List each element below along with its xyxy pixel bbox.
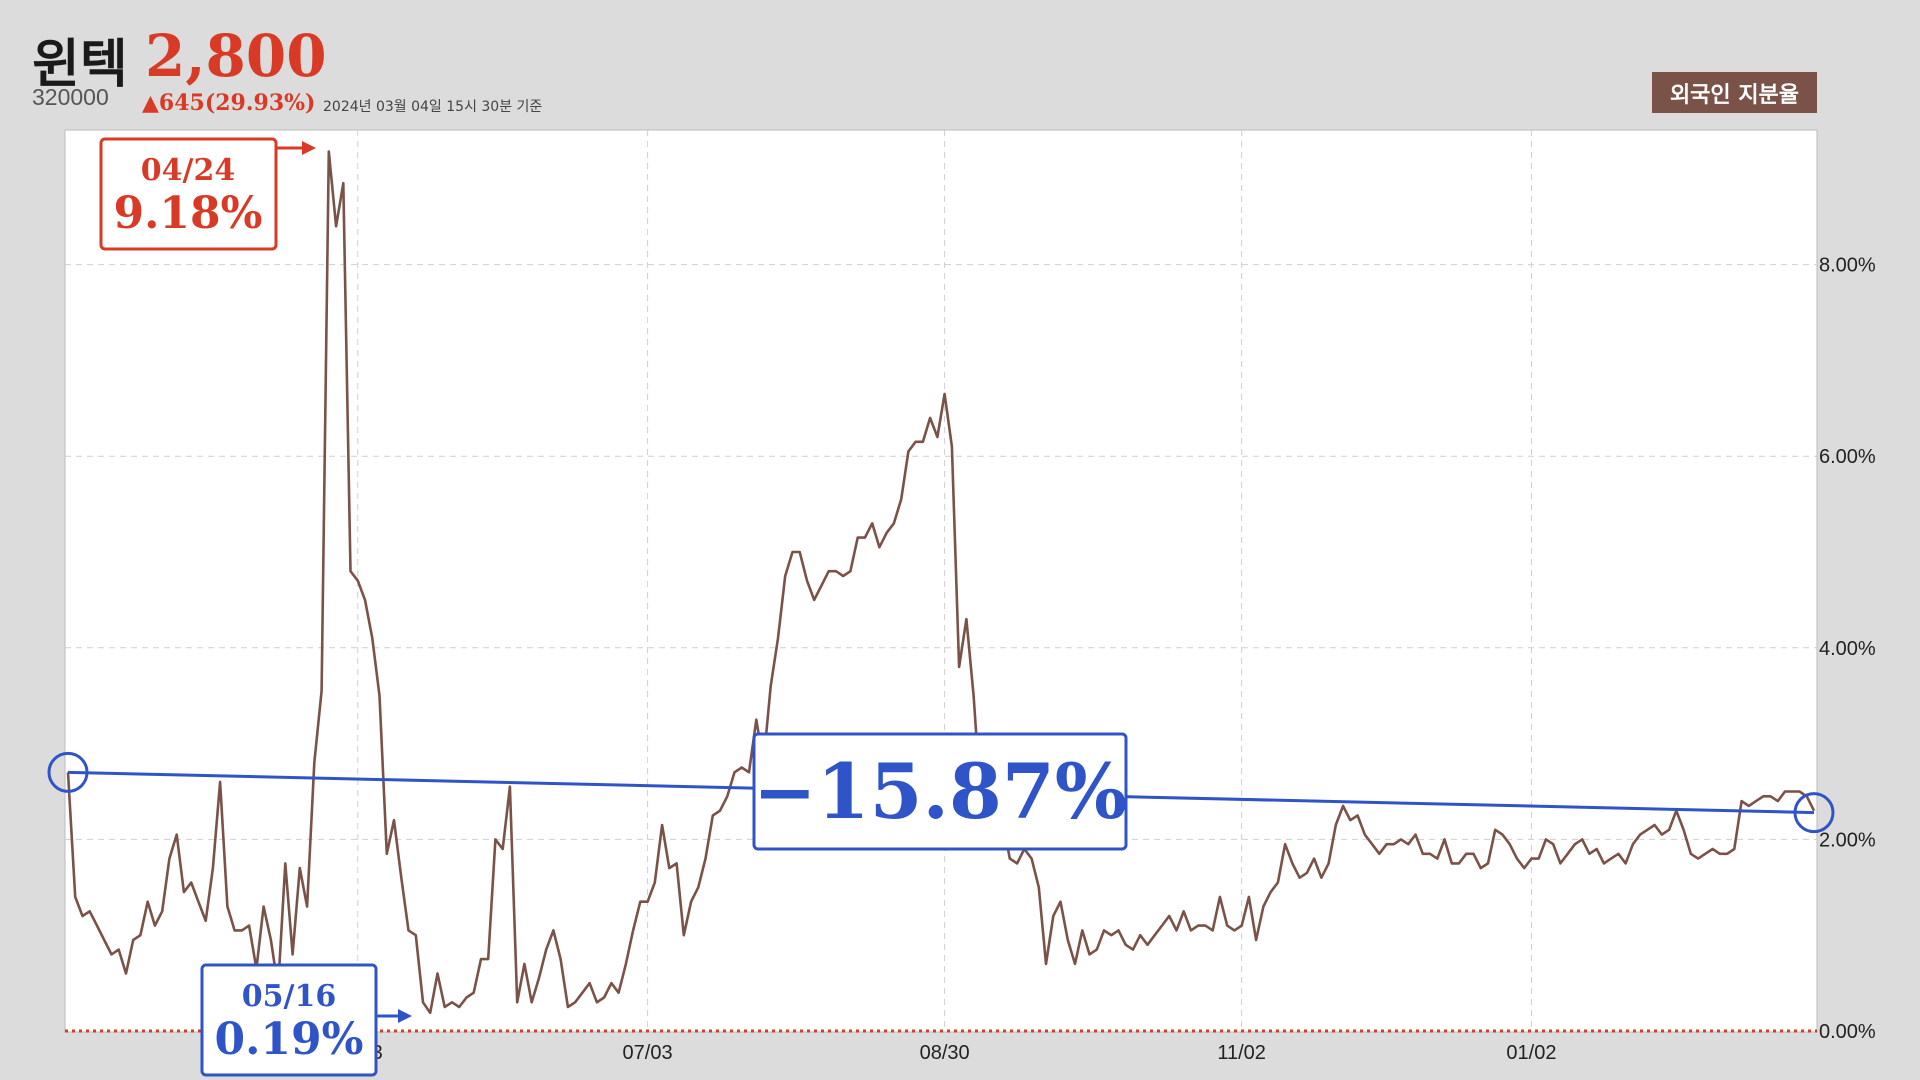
- x-tick-label: 11/02: [1217, 1042, 1266, 1064]
- ownership-series-line: [66, 150, 1816, 1015]
- max-callout: 04/24 9.18%: [99, 137, 316, 251]
- stock-code: 320000: [32, 84, 109, 110]
- min-date: 05/16: [242, 979, 336, 1014]
- trend-end-marker: [1793, 792, 1835, 834]
- max-arrow-head: [302, 141, 316, 155]
- x-tick-label: 07/03: [623, 1042, 673, 1064]
- trend-start-marker: [47, 751, 89, 793]
- max-value: 9.18%: [114, 188, 263, 239]
- price-change: ▲645(29.93%): [142, 90, 316, 116]
- stock-name: 윈텍: [32, 35, 128, 95]
- change-callout: −15.87%: [752, 732, 1128, 851]
- foreign-ownership-badge: 외국인 지분율: [1652, 72, 1817, 113]
- y-tick-label: 2.00%: [1819, 829, 1876, 851]
- y-axis-ticks: 0.00% 2.00% 4.00% 6.00% 8.00%: [1819, 255, 1876, 1043]
- x-tick-label: 08/30: [920, 1042, 970, 1064]
- change-value: −15.87%: [753, 747, 1127, 836]
- as-of-timestamp: 2024년 03월 04일 15시 30분 기준: [323, 99, 543, 115]
- min-callout: 05/16 0.19%: [200, 963, 412, 1077]
- y-tick-label: 4.00%: [1819, 638, 1876, 660]
- y-tick-label: 6.00%: [1819, 446, 1876, 468]
- stock-price: 2,800: [145, 22, 327, 90]
- min-arrow-head: [398, 1009, 412, 1023]
- grid: [65, 130, 1817, 1031]
- min-value: 0.19%: [215, 1014, 364, 1065]
- max-date: 04/24: [141, 153, 235, 188]
- y-tick-label: 8.00%: [1819, 255, 1876, 277]
- y-tick-label: 0.00%: [1819, 1021, 1876, 1043]
- x-tick-label: 01/02: [1506, 1042, 1556, 1064]
